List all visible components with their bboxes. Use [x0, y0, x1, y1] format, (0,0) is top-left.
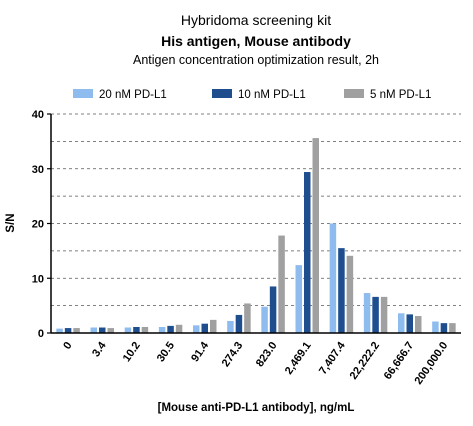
bar-series-0-cat-10: [398, 313, 405, 333]
x-tick-label: 0: [61, 340, 74, 352]
bar-series-0-cat-8: [329, 223, 337, 333]
bar-series-1-cat-11: [440, 323, 448, 333]
bar-series-2-cat-0: [73, 328, 80, 333]
bar-series-0-cat-0: [56, 328, 63, 333]
bar-series-0-cat-2: [124, 327, 132, 333]
y-tick-label: 0: [38, 328, 44, 340]
x-tick-label: 91.4: [189, 339, 212, 364]
bar-series-1-cat-0: [64, 328, 72, 333]
bar-series-1-cat-3: [167, 325, 174, 333]
bar-series-2-cat-11: [449, 323, 456, 333]
legend: 20 nM PD-L1 10 nM PD-L1 5 nM PD-L1: [73, 89, 431, 101]
x-tick-label: 274.3: [220, 340, 246, 369]
bar-series-0-cat-6: [261, 306, 268, 333]
bar-series-2-cat-2: [141, 326, 149, 333]
x-tick-label: 10.2: [121, 340, 143, 364]
grid-lines: [51, 113, 461, 307]
x-tick-label: 30.5: [155, 340, 177, 364]
legend-label-5nm: 5 nM PD-L1: [370, 89, 431, 101]
bar-series-1-cat-1: [99, 327, 106, 333]
legend-swatch-10nm: [212, 89, 232, 98]
bar-series-2-cat-6: [278, 235, 285, 333]
bar-series-0-cat-9: [363, 293, 371, 333]
y-tick-label: 30: [32, 164, 44, 176]
bar-series-2-cat-8: [346, 255, 354, 333]
bar-series-1-cat-2: [133, 326, 140, 333]
y-tick-label: 40: [32, 109, 44, 121]
chart-title: Hybridoma screening kit: [181, 12, 331, 28]
y-axis-label: S/N: [5, 213, 17, 232]
bar-series-0-cat-3: [158, 326, 166, 333]
bar-series-2-cat-3: [175, 324, 183, 333]
bar-series-0-cat-11: [432, 321, 439, 333]
x-tick-label: 7,407.4: [317, 339, 348, 377]
bar-series-1-cat-6: [269, 286, 277, 333]
legend-swatch-5nm: [344, 89, 364, 98]
x-axis-label: [Mouse anti-PD-L1 antibody], ng/mL: [158, 402, 355, 414]
x-tick-label: 2,469.1: [283, 340, 314, 377]
bar-series-2-cat-5: [244, 303, 251, 333]
x-tick-label: 22,222.2: [348, 340, 382, 382]
legend-swatch-20nm: [73, 89, 93, 98]
bar-series-2-cat-9: [380, 296, 388, 333]
bars: [56, 138, 456, 333]
y-tick-label: 20: [32, 219, 44, 231]
chart-subtitle-secondary: Antigen concentration optimization resul…: [133, 53, 379, 67]
bar-series-1-cat-8: [338, 248, 345, 333]
bar-series-1-cat-9: [372, 296, 379, 333]
bar-series-0-cat-4: [193, 325, 200, 333]
y-tick-label: 10: [32, 273, 44, 285]
bar-series-0-cat-7: [295, 265, 302, 333]
chart-subtitle: His antigen, Mouse antibody: [161, 33, 351, 49]
bar-series-1-cat-5: [235, 314, 243, 333]
bar-series-1-cat-10: [406, 314, 413, 333]
x-axis-ticks: 0 3.4 10.2 30.5 91.4 274.3 823.0 2,469.1 7,407.4…: [61, 339, 450, 387]
y-axis-ticks: 0 10 20 30 40: [32, 109, 51, 340]
x-tick-label: 3.4: [90, 339, 109, 359]
bar-series-2-cat-10: [415, 316, 422, 333]
x-tick-label: 66,666.7: [382, 340, 416, 382]
legend-label-10nm: 10 nM PD-L1: [238, 89, 306, 101]
bar-series-2-cat-7: [312, 138, 319, 333]
bar-series-1-cat-4: [201, 323, 208, 333]
x-tick-label: 200,000.0: [412, 340, 450, 387]
bar-series-2-cat-1: [107, 328, 114, 333]
legend-label-20nm: 20 nM PD-L1: [99, 89, 167, 101]
bar-series-0-cat-1: [90, 327, 97, 333]
bar-series-1-cat-7: [304, 172, 311, 333]
bar-series-0-cat-5: [227, 320, 234, 333]
bar-series-2-cat-4: [210, 319, 217, 333]
x-tick-label: 823.0: [254, 340, 280, 369]
